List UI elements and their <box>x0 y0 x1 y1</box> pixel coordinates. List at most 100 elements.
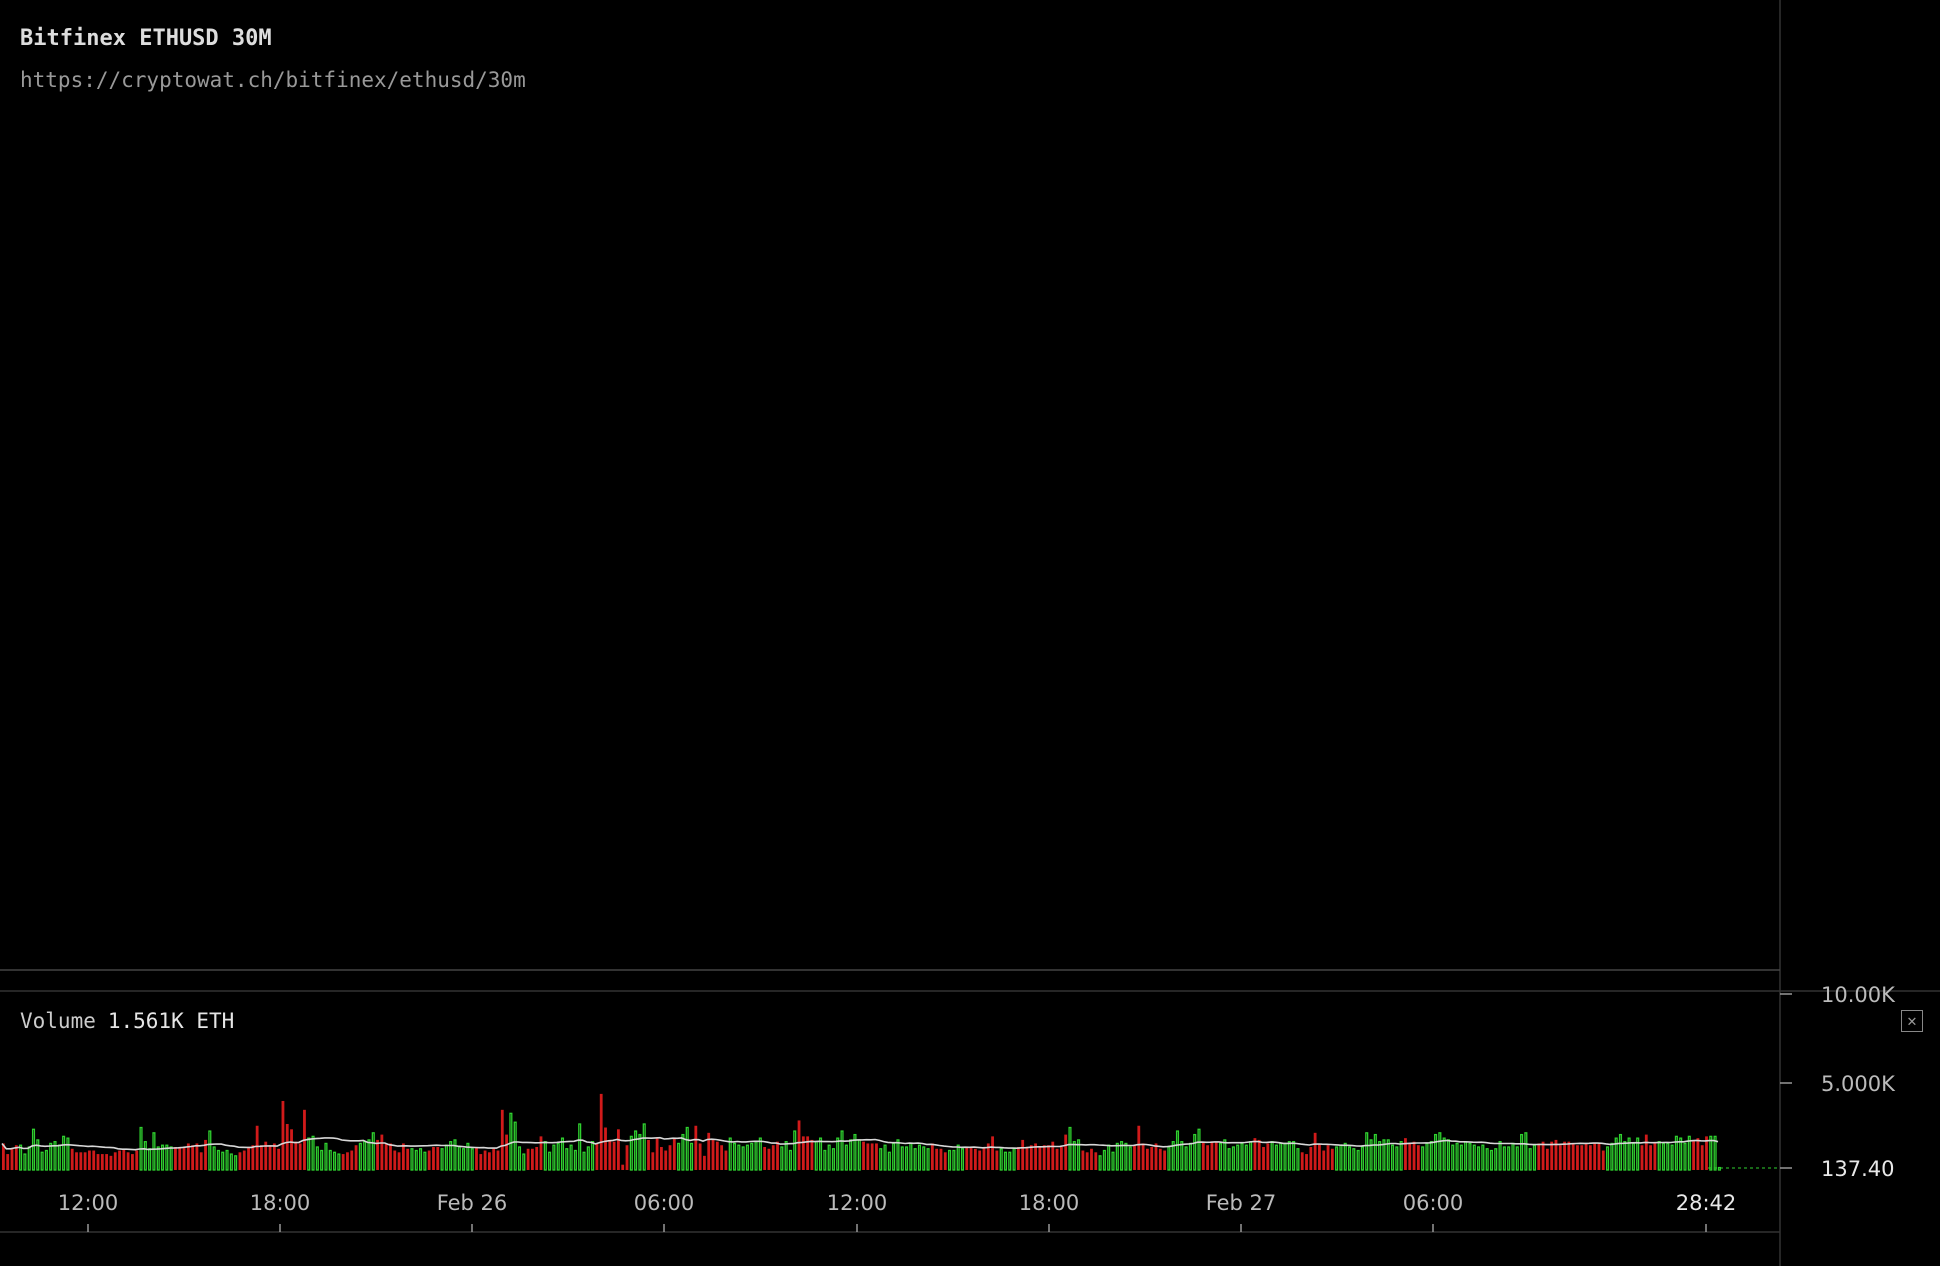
volume-bar <box>49 1142 53 1171</box>
volume-bar <box>1034 1143 1037 1170</box>
volume-bar <box>186 1143 190 1170</box>
volume-bar <box>698 1143 702 1170</box>
volume-bar <box>1468 1142 1472 1171</box>
volume-bar <box>1661 1142 1666 1171</box>
volume-bar <box>100 1154 104 1170</box>
volume-bar <box>19 1144 23 1171</box>
volume-bar <box>638 1133 642 1171</box>
volume-bar <box>1584 1143 1588 1170</box>
volume-bar <box>363 1141 367 1171</box>
volume-bar <box>737 1144 741 1171</box>
volume-bar <box>797 1120 801 1170</box>
volume-bar <box>1670 1144 1674 1171</box>
volume-bar <box>290 1129 293 1170</box>
volume-bar <box>143 1141 147 1171</box>
volume-bar <box>122 1148 126 1170</box>
volume-bar <box>694 1125 698 1170</box>
volume-bar <box>1150 1146 1154 1170</box>
volume-bar <box>1253 1138 1257 1170</box>
volume-bar <box>1421 1146 1425 1171</box>
volume-bar <box>642 1123 646 1171</box>
volume-bar <box>333 1151 337 1171</box>
volume-bar <box>1537 1143 1541 1170</box>
volume-label: Volume <box>20 1009 96 1033</box>
volume-bar <box>444 1144 448 1171</box>
volume-bar <box>1502 1146 1506 1171</box>
volume-bar <box>1369 1139 1373 1171</box>
volume-bar <box>156 1146 160 1171</box>
volume-bar <box>707 1132 711 1170</box>
volume-bar <box>212 1146 216 1171</box>
volume-bar <box>475 1146 478 1170</box>
volume-bar <box>1163 1150 1167 1170</box>
volume-bar <box>677 1142 681 1171</box>
volume-bar <box>1064 1134 1068 1170</box>
volume-bar <box>651 1152 655 1170</box>
volume-bar <box>1442 1137 1446 1171</box>
volume-bar <box>1094 1152 1098 1170</box>
volume-bar <box>608 1139 612 1170</box>
volume-bar <box>294 1141 298 1170</box>
volume-bar <box>818 1137 823 1171</box>
volume-bar <box>1472 1144 1476 1171</box>
volume-bar <box>195 1143 199 1170</box>
volume-bar <box>358 1142 362 1171</box>
volume-bar <box>1571 1143 1575 1170</box>
time-axis[interactable]: 12:00 18:00 Feb 26 06:00 12:00 18:00 Feb 27 06:… <box>58 1191 1737 1232</box>
volume-bar <box>939 1148 943 1170</box>
volume-bar <box>251 1145 255 1170</box>
volume-bar <box>462 1148 466 1171</box>
volume-bar <box>199 1152 203 1170</box>
volume-bar <box>810 1139 814 1170</box>
volume-bar <box>1528 1148 1532 1171</box>
volume-bar <box>1309 1146 1313 1170</box>
volume-bar <box>1390 1144 1395 1171</box>
volume-bar <box>1201 1141 1205 1170</box>
volume-bar <box>875 1143 878 1170</box>
volume-bar <box>1489 1149 1494 1171</box>
close-icon[interactable]: ✕ <box>1901 1010 1923 1032</box>
volume-bar <box>1618 1133 1623 1171</box>
volume-bar <box>969 1146 973 1170</box>
volume-bar <box>1606 1146 1610 1171</box>
volume-bar <box>380 1134 384 1170</box>
chart-title: Bitfinex ETHUSD 30M <box>20 26 272 51</box>
volume-bar <box>1438 1132 1442 1171</box>
time-tick-label: 12:00 <box>827 1191 888 1215</box>
volume-bar <box>1090 1148 1093 1170</box>
volume-bar <box>1167 1146 1171 1171</box>
volume-bar <box>389 1143 392 1170</box>
volume-bar <box>36 1139 40 1171</box>
volume-bar <box>1498 1141 1502 1171</box>
volume-bar <box>479 1154 483 1170</box>
volume-bar <box>1197 1128 1201 1171</box>
volume-bar <box>1597 1143 1601 1170</box>
volume-bar <box>165 1144 169 1171</box>
volume-bar <box>629 1135 633 1171</box>
volume-bar <box>1601 1150 1605 1170</box>
volume-bar <box>247 1146 250 1170</box>
volume-bar <box>148 1148 152 1171</box>
volume-bar <box>1339 1144 1343 1171</box>
volume-bar <box>1429 1141 1433 1171</box>
volume-bar <box>1631 1142 1635 1171</box>
volume-bar <box>517 1146 522 1171</box>
volume-bar <box>1524 1132 1528 1171</box>
volume-bar <box>470 1148 474 1171</box>
volume-bar <box>66 1137 70 1171</box>
volume-bar <box>917 1144 922 1171</box>
volume-bar <box>1081 1150 1085 1170</box>
volume-bar <box>612 1141 616 1170</box>
volume-bar <box>780 1146 784 1171</box>
volume-bar <box>242 1150 246 1170</box>
volume-bar <box>767 1148 771 1170</box>
volume-bar <box>1270 1141 1274 1171</box>
volume-bar <box>53 1141 57 1171</box>
volume-bar <box>487 1152 491 1170</box>
volume-bar <box>449 1141 453 1171</box>
volume-tick-label: 137.40 <box>1821 1157 1894 1181</box>
volume-bar <box>909 1142 913 1171</box>
chart-url[interactable]: https://cryptowat.ch/bitfinex/ethusd/30m <box>20 68 526 92</box>
volume-bar <box>1511 1142 1515 1171</box>
